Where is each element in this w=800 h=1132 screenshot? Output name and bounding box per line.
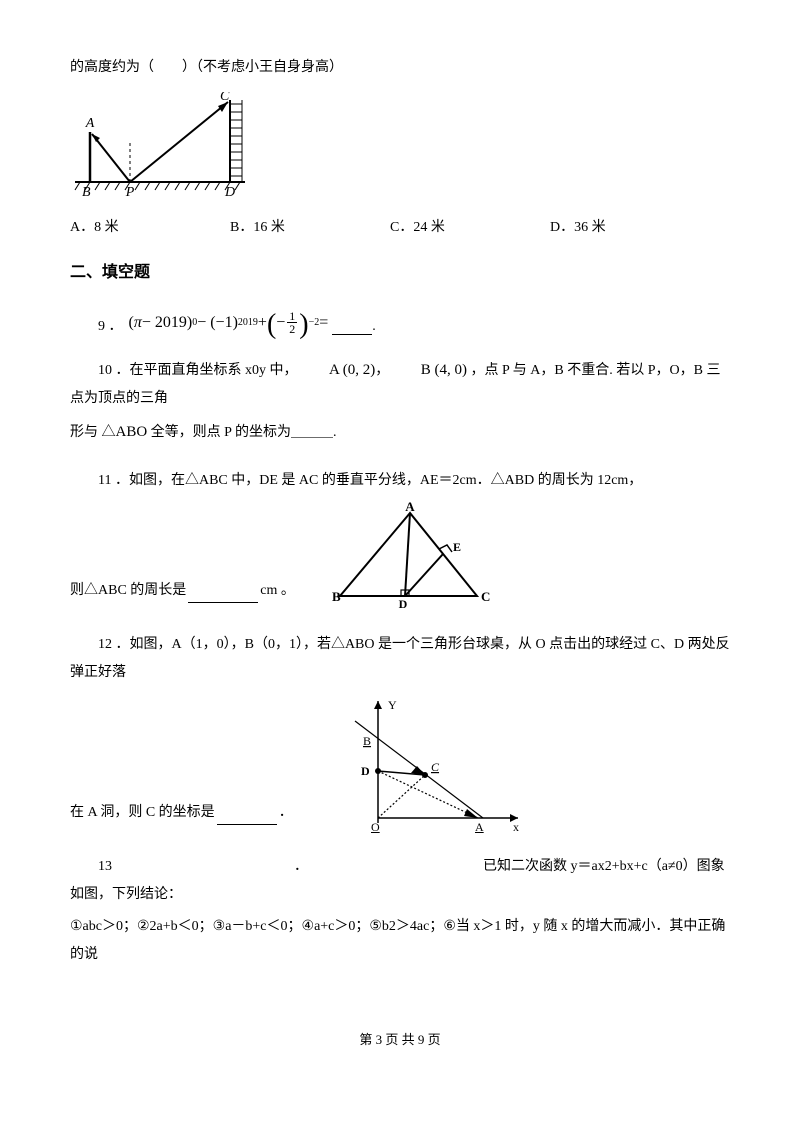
q12-figure-row: 在 A 洞，则 C 的坐标是 ． B D (70, 693, 730, 833)
q11-caption-b: cm 。 (260, 577, 295, 611)
q11-line1: 11 ．如图，在△ABC 中，DE 是 AC 的垂直平分线，AE＝2cm．△AB… (70, 467, 730, 495)
q9-formula: (π − 2019)0 − (−1)2019 + (−12)−2 = (129, 310, 329, 335)
svg-text:C: C (431, 760, 440, 774)
q12-caption-a: 在 A 洞，则 C 的坐标是 (70, 799, 215, 833)
prev-question-tail: 的高度约为（ ）（不考虑小王自身身高） (70, 54, 730, 82)
option-d: D．36 米 (550, 216, 710, 236)
q10-line1: 10 ．在平面直角坐标系 x0y 中， A (0, 2)， B (4, 0) ，… (70, 355, 730, 413)
svg-text:A: A (85, 116, 95, 131)
svg-text:O: O (371, 820, 380, 833)
q12-blank (217, 808, 277, 825)
q9-number: 9 ． (98, 315, 123, 335)
svg-text:P: P (125, 185, 135, 200)
svg-text:E: E (453, 540, 461, 554)
q10-coord-a: A (0, 2) (301, 355, 375, 385)
svg-text:B: B (363, 734, 371, 748)
figure-q12: B D C O A x Y (333, 693, 528, 833)
svg-text:A: A (405, 501, 415, 514)
q12-caption-b: ． (279, 799, 293, 833)
section-title-fill: 二、填空题 (70, 258, 730, 282)
q13-line1: 13 ． 已知二次函数 y＝ax2+bx+c（a≠0）图象如图，下列结论： (70, 853, 730, 909)
q12-line1: 12 ．如图，A（1，0），B（0，1），若△ABO 是一个三角形台球桌，从 O… (70, 631, 730, 687)
svg-text:A: A (475, 820, 484, 833)
figure-q11: A B C D E (315, 501, 505, 611)
q10-line2: 形与 △ABO 全等，则点 P 的坐标为＿＿＿. (70, 417, 730, 447)
q10-coord-b: B (4, 0) (393, 355, 467, 385)
svg-text:B: B (332, 589, 341, 604)
svg-text:D: D (224, 185, 235, 200)
option-c: C．24 米 (390, 216, 550, 236)
figure-1: A B P D C (70, 92, 730, 202)
options-row: A．8 米 B．16 米 C．24 米 D．36 米 (70, 216, 730, 236)
q11-blank (188, 586, 258, 603)
svg-text:B: B (82, 185, 91, 200)
q13-line2: ①abc＞0；②2a+b＜0；③a－b+c＜0；④a+c＞0；⑤b2＞4ac；⑥… (70, 913, 730, 969)
svg-text:Y: Y (388, 698, 397, 712)
page-footer: 第 3 页 共 9 页 (70, 1029, 730, 1048)
svg-text:C: C (220, 92, 230, 104)
option-a: A．8 米 (70, 216, 230, 236)
svg-text:D: D (399, 597, 408, 611)
svg-text:D: D (361, 764, 370, 778)
svg-text:C: C (481, 589, 490, 604)
svg-text:x: x (513, 820, 519, 833)
q11-caption-a: 则△ABC 的周长是 (70, 577, 186, 611)
option-b: B．16 米 (230, 216, 390, 236)
q11-figure-row: 则△ABC 的周长是 cm 。 A B C D E (70, 501, 730, 611)
q9-blank (332, 318, 372, 335)
q9: 9 ． (π − 2019)0 − (−1)2019 + (−12)−2 = . (70, 310, 730, 335)
